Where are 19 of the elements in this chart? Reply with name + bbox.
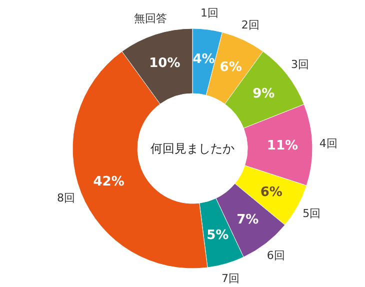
text: 何回見ましたか <box>150 142 234 156</box>
slice-label: 3回 <box>290 58 309 72</box>
slice-label: 5回 <box>302 207 321 220</box>
data-label: 9% <box>252 86 275 102</box>
slice-label: 7回 <box>221 272 240 286</box>
data-label: 6% <box>220 60 242 76</box>
slice-label: 6回 <box>266 248 285 262</box>
slice-label: 1回 <box>200 6 219 20</box>
slice-label: 無回答 <box>134 12 167 26</box>
data-label: 5% <box>206 228 229 243</box>
slice-label: 8回 <box>57 192 76 205</box>
data-label: 10% <box>149 56 180 71</box>
slice-label: 4回 <box>319 137 338 150</box>
data-label: 6% <box>260 184 282 200</box>
data-label: 7% <box>236 212 259 228</box>
slice-label: 2回 <box>241 18 260 32</box>
data-label: 11% <box>266 138 298 154</box>
data-label: 42% <box>93 174 124 190</box>
data-label: 4% <box>192 52 215 68</box>
